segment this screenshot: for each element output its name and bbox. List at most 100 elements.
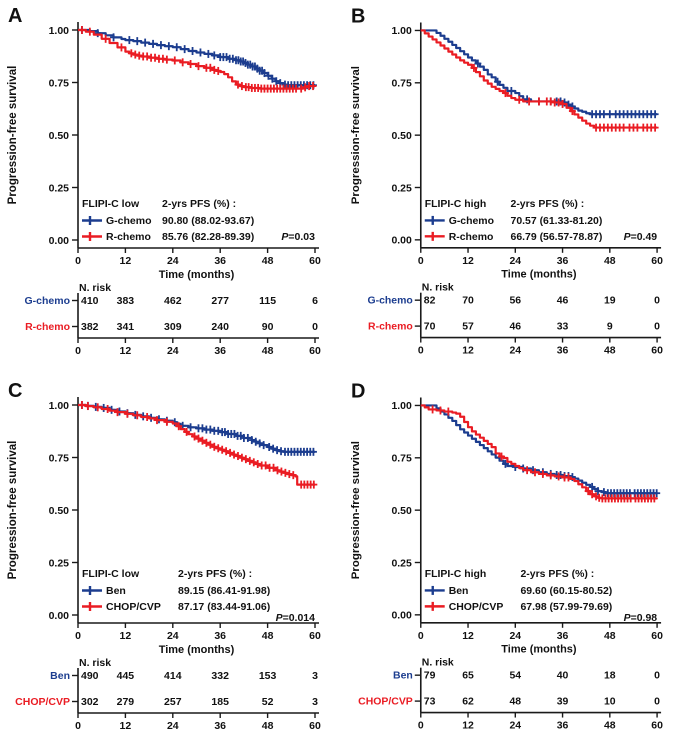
risk-axis-tick-label: 12 xyxy=(120,345,132,357)
legend-pfs-value: 87.17 (83.44-91.06) xyxy=(178,601,270,613)
risk-axis-tick-label: 24 xyxy=(509,721,521,732)
legend-series-name: CHOP/CVP xyxy=(106,601,161,613)
risk-value: 9 xyxy=(607,322,613,333)
y-tick-label: 0.75 xyxy=(49,77,70,89)
x-tick-label: 36 xyxy=(557,631,569,642)
risk-row-label-Ben: Ben xyxy=(393,671,413,682)
risk-value: 46 xyxy=(557,296,569,307)
x-axis-title: Time (months) xyxy=(159,644,235,656)
legend-series-name: R-chemo xyxy=(106,231,151,243)
risk-value: 56 xyxy=(509,296,521,307)
risk-value: 19 xyxy=(604,296,616,307)
risk-value: 48 xyxy=(509,697,521,708)
risk-axis-tick-label: 24 xyxy=(509,346,521,357)
x-tick-label: 0 xyxy=(418,631,424,642)
panel-A-chart: A Progression-free survival 1.00 0.75 0.50 0.… xyxy=(7,5,321,357)
legend-series-name: G-chemo xyxy=(449,216,494,227)
risk-table-header: N. risk xyxy=(79,282,111,294)
legend-series-name: R-chemo xyxy=(449,232,494,243)
legend-pfs-value: 67.98 (57.99-79.69) xyxy=(520,602,612,613)
risk-value: 309 xyxy=(164,321,182,333)
risk-value: 70 xyxy=(424,322,436,333)
censor-marks-R-chemo xyxy=(470,63,659,132)
censor-marks-CHOP/CVP xyxy=(429,405,658,503)
censor-marks-G-chemo xyxy=(78,26,317,90)
legend-header: 2-yrs PFS (%) : xyxy=(178,568,252,580)
risk-value: 383 xyxy=(117,295,135,307)
x-tick-label: 60 xyxy=(309,630,321,642)
legend-subgroup-label: FLIPI-C high xyxy=(425,569,487,580)
legend-pfs-value: 85.76 (82.28-89.39) xyxy=(162,231,254,243)
y-tick-label: 1.00 xyxy=(49,400,70,412)
y-tick-label: 0.25 xyxy=(49,557,70,569)
y-tick-label: 0.00 xyxy=(391,236,412,247)
risk-value: 39 xyxy=(557,697,569,708)
risk-axis-tick-label: 36 xyxy=(214,345,226,357)
risk-table-header: N. risk xyxy=(422,283,454,294)
legend-pfs-value: 89.15 (86.41-91.98) xyxy=(178,585,270,597)
y-axis-title: Progression-free survival xyxy=(350,441,362,579)
risk-value: 46 xyxy=(509,322,521,333)
y-tick-label: 0.50 xyxy=(391,506,412,517)
risk-value: 73 xyxy=(424,697,436,708)
km-curve-CHOP/CVP xyxy=(78,403,315,486)
panel-letter: C xyxy=(8,380,22,402)
risk-axis-tick-label: 36 xyxy=(214,720,226,732)
legend-header: 2-yrs PFS (%) : xyxy=(520,569,594,580)
x-tick-label: 0 xyxy=(75,255,81,267)
panel-D-chart: D Progression-free survival 1.00 0.75 0.50 0.… xyxy=(350,380,663,732)
legend-series-name: CHOP/CVP xyxy=(449,602,504,613)
p-value-label: P=0.03 xyxy=(281,231,315,243)
y-tick-label: 0.75 xyxy=(49,452,70,464)
x-tick-label: 24 xyxy=(167,255,179,267)
risk-axis-tick-label: 12 xyxy=(462,346,474,357)
risk-value: 33 xyxy=(557,322,569,333)
risk-axis-tick-label: 48 xyxy=(262,720,274,732)
censor-marks-CHOP/CVP xyxy=(78,401,318,489)
y-tick-label: 0.00 xyxy=(391,611,412,622)
risk-value: 185 xyxy=(211,696,229,708)
risk-value: 115 xyxy=(259,295,276,307)
risk-value: 0 xyxy=(654,296,660,307)
risk-value: 10 xyxy=(604,697,616,708)
y-tick-label: 0.25 xyxy=(49,182,70,194)
legend-series-name: Ben xyxy=(106,585,126,597)
risk-value: 0 xyxy=(654,671,660,682)
legend-series-name: Ben xyxy=(449,586,469,597)
risk-axis-tick-label: 48 xyxy=(604,721,616,732)
panel-C-chart: C Progression-free survival 1.00 0.75 0.50 0.… xyxy=(7,380,321,732)
y-tick-label: 0.50 xyxy=(49,505,70,517)
risk-value: 40 xyxy=(557,671,569,682)
panel-letter: D xyxy=(351,380,365,402)
x-tick-label: 48 xyxy=(604,256,616,267)
y-tick-label: 0.75 xyxy=(391,454,412,465)
y-axis-title: Progression-free survival xyxy=(350,66,362,204)
km-curve-Ben xyxy=(420,404,658,495)
risk-value: 257 xyxy=(164,696,182,708)
x-tick-label: 60 xyxy=(651,256,663,267)
x-tick-label: 60 xyxy=(651,631,663,642)
x-axis-title: Time (months) xyxy=(501,644,577,656)
x-tick-label: 0 xyxy=(75,630,81,642)
risk-value: 57 xyxy=(462,322,474,333)
risk-value: 54 xyxy=(509,671,521,682)
y-axis-title: Progression-free survival xyxy=(7,441,19,580)
risk-value: 82 xyxy=(424,296,436,307)
legend-subgroup-label: FLIPI-C high xyxy=(425,199,487,210)
x-tick-label: 12 xyxy=(462,256,474,267)
y-tick-label: 0.50 xyxy=(391,131,412,142)
x-tick-label: 24 xyxy=(509,256,521,267)
risk-value: 382 xyxy=(81,321,99,333)
legend-pfs-value: 90.80 (88.02-93.67) xyxy=(162,215,254,227)
legend-pfs-value: 66.79 (56.57-78.87) xyxy=(511,232,603,243)
risk-value: 153 xyxy=(259,670,277,682)
risk-axis-tick-label: 48 xyxy=(262,345,274,357)
legend-subgroup-label: FLIPI-C low xyxy=(82,198,140,210)
x-tick-label: 36 xyxy=(557,256,569,267)
risk-axis-tick-label: 0 xyxy=(75,345,81,357)
risk-value: 65 xyxy=(462,671,474,682)
risk-value: 6 xyxy=(312,295,318,307)
risk-row-label-CHOP/CVP: CHOP/CVP xyxy=(15,696,70,708)
risk-axis-tick-label: 0 xyxy=(418,346,424,357)
